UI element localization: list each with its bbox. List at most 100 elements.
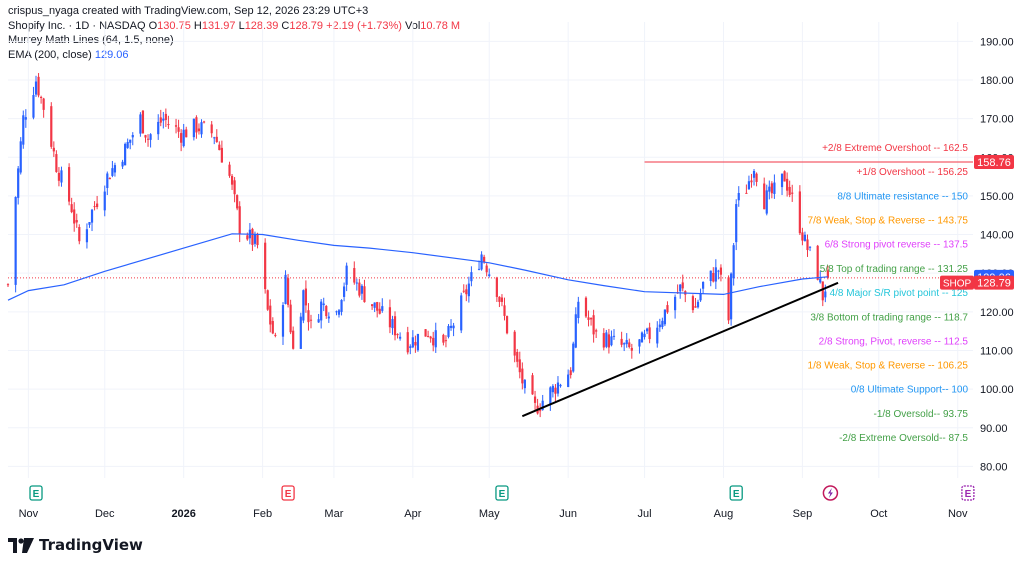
candle [266,289,269,311]
candle [228,161,231,178]
candle-body [345,265,348,285]
candle-body [141,110,145,134]
indicator-ema[interactable]: EMA (200, close) 129.06 [8,48,460,63]
candle-body [467,283,470,297]
candle [342,282,346,302]
murrey-level-label: 3/8 Bottom of trading range -- 118.7 [810,312,968,323]
candle [146,134,150,147]
candle [712,267,715,283]
candle-body [220,147,223,163]
candle [569,367,572,379]
candle [702,281,705,295]
candle [391,315,394,335]
candle-body [727,277,730,321]
candle [577,296,580,324]
candle [236,194,239,211]
candle [174,118,178,134]
candle-body [505,316,509,334]
candle [335,310,338,316]
close-label: C [281,19,290,32]
candle [786,172,789,197]
candle-body [373,302,376,308]
candle [269,299,272,333]
attribution: crispus_nyaga created with TradingView.c… [8,5,369,17]
candle [429,335,432,343]
candle-body [159,117,162,123]
candle-body [202,121,206,123]
candle [353,261,356,285]
candle-body [164,113,167,120]
candle [24,109,27,128]
candle [88,221,91,228]
candle-body [363,286,366,303]
candle [106,171,109,196]
candle-body [246,235,249,240]
candle [442,333,445,346]
candle-body [717,270,720,272]
candle-body [732,245,735,279]
candle-body [93,206,96,208]
candle-body [342,286,346,297]
candle-body [449,325,453,328]
indicator-murrey[interactable]: Murrey Math Lines (64, 1.5, none) [8,34,174,46]
candle-body [735,204,738,243]
murrey-level-label: +2/8 Extreme Overshoot -- 162.5 [822,143,968,154]
candle [309,314,313,329]
candle [808,246,812,252]
candle-body [73,209,76,224]
candle-body [745,192,748,194]
candle [34,75,38,97]
low-label: L [238,19,245,32]
candle-body [821,281,824,301]
candle [551,384,554,398]
candle [274,332,277,338]
candle [432,331,435,352]
candle [197,123,201,135]
candle [610,330,613,347]
x-tick-label: Dec [95,508,115,520]
candle [180,129,183,152]
y-tick-label: 110.00 [980,345,1013,357]
candle-body [679,284,682,292]
candle [131,132,134,146]
symbol-line[interactable]: Shopify Inc. · 1D · NASDAQ [8,19,146,32]
candle-body [788,186,791,195]
candle-body [801,232,804,241]
candle-body [694,306,697,308]
candle [218,141,221,151]
earnings-marker-icon [29,485,43,501]
candle [358,279,361,298]
candle-body [391,319,394,329]
candle [556,376,560,397]
candle [567,369,570,388]
candle [699,288,702,302]
candle [322,297,325,312]
candle [574,307,577,349]
candle [345,262,348,292]
candle [215,129,218,143]
candle [656,321,659,348]
candle-body [747,181,751,190]
candle-body [648,327,651,340]
candle [798,185,801,236]
symbol-tag-box [940,275,974,290]
candle-body [409,346,412,348]
low-value: 128.39 [244,19,279,32]
candle-body [307,310,310,323]
candle [427,330,430,338]
tradingview-logo[interactable]: TradingView [8,536,143,554]
candle-body [730,273,733,320]
candle [694,297,697,308]
candle-body [399,336,402,339]
murrey-level-label: 8/8 Ultimate resistance -- 150 [837,191,968,202]
candle-body [483,256,486,263]
candle-body [144,135,147,138]
candle [360,284,364,300]
candle [462,284,465,294]
candle-body [304,288,308,306]
candle-body [516,351,519,362]
candle-body [253,234,257,244]
candle-body [174,125,178,127]
candle-body [274,334,277,336]
